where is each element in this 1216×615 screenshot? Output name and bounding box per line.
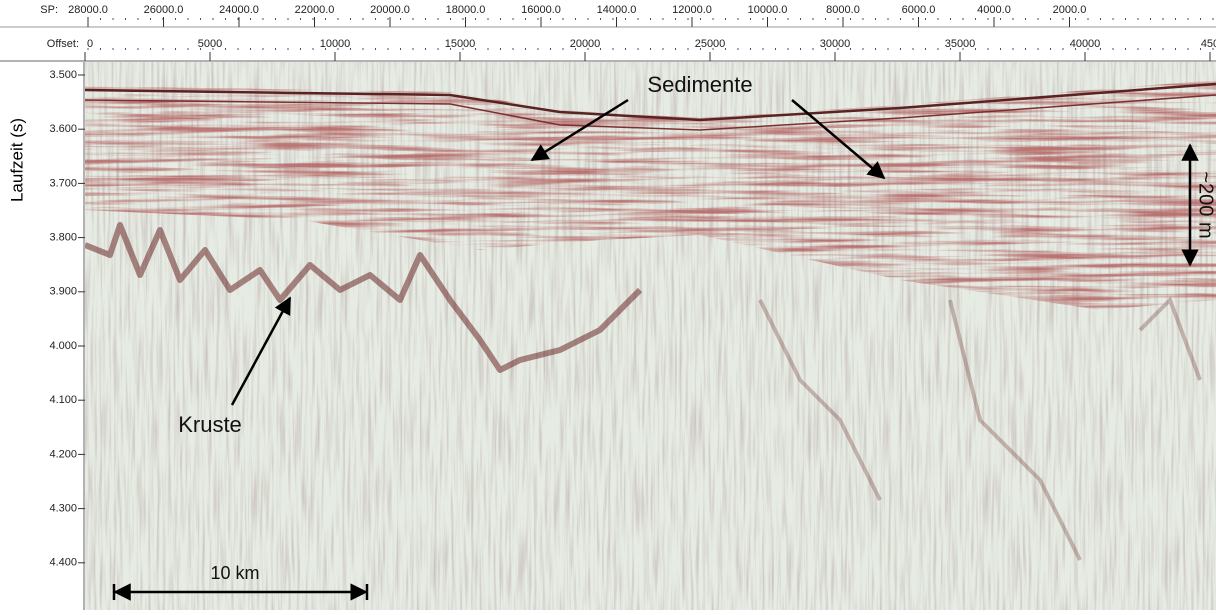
sp-label: 6000.0 <box>902 4 936 16</box>
offset-label: 450 <box>1201 38 1216 50</box>
sp-label: 2000.0 <box>1053 4 1087 16</box>
sediments-label: Sedimente <box>647 72 752 97</box>
seismic-section <box>85 62 1216 610</box>
thickness-label: ~200 m <box>1195 171 1216 238</box>
sp-label: 14000.0 <box>597 4 637 16</box>
y-tick-label: 3.700 <box>49 177 77 189</box>
offset-label: 40000 <box>1070 38 1101 50</box>
offset-label: 20000 <box>570 38 601 50</box>
y-tick-label: 4.300 <box>49 503 77 515</box>
y-axis-title: Laufzeit (s) <box>7 118 26 202</box>
offset-label: 35000 <box>945 38 976 50</box>
y-tick-label: 3.500 <box>49 69 77 81</box>
offset-label: 30000 <box>820 38 851 50</box>
y-tick-label: 4.400 <box>49 557 77 569</box>
seismic-figure: SP: 28000.0 26000.0 24000.0 22000.0 20000.0 18… <box>0 0 1216 610</box>
offset-minor-ticks <box>85 44 1216 50</box>
sp-label: 20000.0 <box>370 4 410 16</box>
offset-label: 0 <box>87 38 93 50</box>
y-tick-label: 4.000 <box>49 340 77 352</box>
sp-label: 18000.0 <box>446 4 486 16</box>
sp-label: 4000.0 <box>977 4 1011 16</box>
offset-label: 5000 <box>198 38 222 50</box>
sp-minor-ticks <box>85 18 1216 24</box>
sp-label: 22000.0 <box>295 4 335 16</box>
sp-label: 26000.0 <box>144 4 184 16</box>
y-tick-label: 3.600 <box>49 123 77 135</box>
y-tick-label: 4.100 <box>49 394 77 406</box>
sp-label: 28000.0 <box>68 4 108 16</box>
sp-label: 8000.0 <box>826 4 860 16</box>
offset-label: 10000 <box>320 38 351 50</box>
sp-prefix: SP: <box>40 4 58 16</box>
sp-label: 12000.0 <box>672 4 712 16</box>
offset-label: 25000 <box>695 38 726 50</box>
offset-prefix: Offset: <box>47 38 79 50</box>
sp-label: 16000.0 <box>521 4 561 16</box>
page: {"top_axis": {"sp_prefix": "SP:", "sp_la… <box>0 0 1216 610</box>
sp-label: 10000.0 <box>748 4 788 16</box>
scale-label: 10 km <box>210 563 259 583</box>
y-tick-label: 3.800 <box>49 232 77 244</box>
y-tick-label: 4.200 <box>49 448 77 460</box>
crust-label: Kruste <box>178 412 242 437</box>
offset-label: 15000 <box>445 38 476 50</box>
sp-label: 24000.0 <box>219 4 259 16</box>
y-tick-label: 3.900 <box>49 286 77 298</box>
